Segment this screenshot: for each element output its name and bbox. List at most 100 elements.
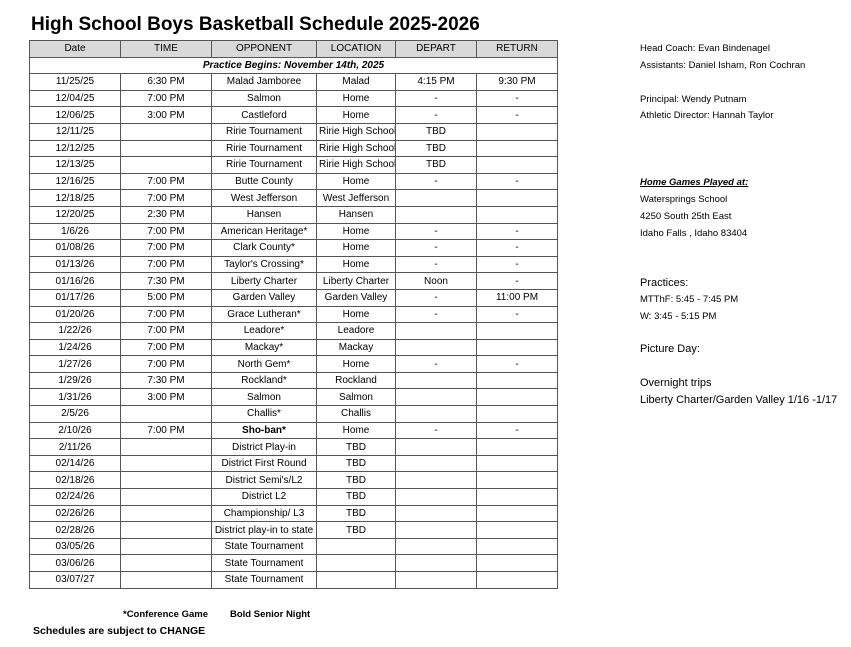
cell: 02/26/26 [29,504,121,523]
cell: District play-in to state [211,521,317,539]
cell: Ririe High School [316,156,396,174]
cell: Rockland [316,371,396,390]
info-line: Idaho Falls , Idaho 83404 [640,228,748,239]
cell: Home [316,421,396,440]
cell: TBD [395,156,477,174]
cell [395,504,477,523]
cell: 12/12/25 [29,139,121,158]
cell [120,488,212,506]
info-heading: Picture Day: [640,343,700,355]
cell: Hansen [211,205,317,224]
cell [120,554,212,572]
cell [120,438,212,456]
cell: - [395,89,477,108]
cell [476,139,558,158]
cell: Home [316,222,396,241]
cell: - [395,222,477,241]
cell: Home [316,355,396,373]
cell: - [476,239,558,257]
cell [476,454,558,473]
cell: 7:30 PM [120,371,212,390]
cell [395,189,477,207]
info-heading: Home Games Played at: [640,177,749,188]
schedule-row: 12/16/25 7:00 PM Butte County Home - - [29,172,558,191]
header-row: Date TIME OPPONENT LOCATION DEPART RETURN [29,40,558,58]
cell: - [395,255,477,274]
cell: TBD [395,139,477,158]
cell: TBD [316,504,396,523]
cell [395,322,477,340]
column-header: LOCATION [316,40,396,58]
cell: 7:00 PM [120,421,212,440]
footnote: Bold Senior Night [230,609,311,620]
table-body: 11/25/25 6:30 PM Malad Jamboree Malad 4:15 P… [29,73,558,589]
cell: TBD [316,471,396,490]
footnote: *Conference Game [123,609,209,620]
cell: 1/6/26 [29,222,121,241]
column-header: OPPONENT [211,40,317,58]
cell [395,371,477,390]
schedule-row: 1/29/26 7:30 PM Rockland* Rockland [29,371,558,390]
schedule-row: 12/06/25 3:00 PM Castleford Home - - [29,106,558,124]
practice-note: Practice Begins: November 14th, 2025 [29,56,558,75]
cell: Malad Jamboree [211,73,317,91]
cell [316,571,396,589]
cell: American Heritage* [211,222,317,241]
cell: Home [316,89,396,108]
cell: Championship/ L3 [211,504,317,523]
schedule-row: 02/28/26 District play-in to state TBD [29,521,558,539]
cell [395,488,477,506]
cell: Castleford [211,106,317,124]
cell: 7:00 PM [120,322,212,340]
schedule-row: 11/25/25 6:30 PM Malad Jamboree Malad 4:15 P… [29,73,558,91]
schedule-row: 12/18/25 7:00 PM West Jefferson West Jeffer… [29,189,558,207]
cell: TBD [316,454,396,473]
cell: 7:00 PM [120,172,212,191]
schedule-row: 12/12/25 Ririe Tournament Ririe High Schoo… [29,139,558,158]
info-heading: Overnight trips [640,377,712,389]
cell: Garden Valley [211,288,317,307]
info-line: 4250 South 25th East [640,211,732,222]
cell: Ririe Tournament [211,139,317,158]
cell: - [395,288,477,307]
cell [395,438,477,456]
cell: - [476,222,558,241]
cell: 5:00 PM [120,288,212,307]
schedule-row: 01/08/26 7:00 PM Clark County* Home - - [29,239,558,257]
schedule-row: 1/22/26 7:00 PM Leadore* Leadore [29,322,558,340]
cell [395,338,477,357]
cell: 12/16/25 [29,172,121,191]
cell: 7:00 PM [120,338,212,357]
cell [476,405,558,423]
cell: 2/5/26 [29,405,121,423]
cell: 03/05/26 [29,537,121,556]
cell: 1/29/26 [29,371,121,390]
cell: 2/11/26 [29,438,121,456]
schedule-row: 02/14/26 District First Round TBD [29,454,558,473]
cell: 01/08/26 [29,239,121,257]
cell: District Semi's/L2 [211,471,317,490]
cell: Home [316,239,396,257]
info-heading: Practices: [640,277,689,289]
cell: Challis [316,405,396,423]
cell: 7:00 PM [120,305,212,324]
cell: Butte County [211,172,317,191]
cell: - [476,421,558,440]
cell: 1/24/26 [29,338,121,357]
info-line: Head Coach: Evan Bindenagel [640,43,770,54]
cell: - [476,255,558,274]
cell: Ririe Tournament [211,156,317,174]
schedule-row: 01/16/26 7:30 PM Liberty Charter Liberty Ch… [29,272,558,290]
schedule-row: 01/20/26 7:00 PM Grace Lutheran* Home - - [29,305,558,324]
cell: - [476,355,558,373]
column-header: TIME [120,40,212,58]
cell: Home [316,305,396,324]
schedule-row: 2/10/26 7:00 PM Sho-ban* Home - - [29,421,558,440]
cell: - [395,106,477,124]
cell: Liberty Charter [211,272,317,290]
title: High School Boys Basketball Schedule 202… [31,14,480,35]
cell [120,537,212,556]
cell: West Jefferson [316,189,396,207]
cell: Ririe Tournament [211,122,317,141]
